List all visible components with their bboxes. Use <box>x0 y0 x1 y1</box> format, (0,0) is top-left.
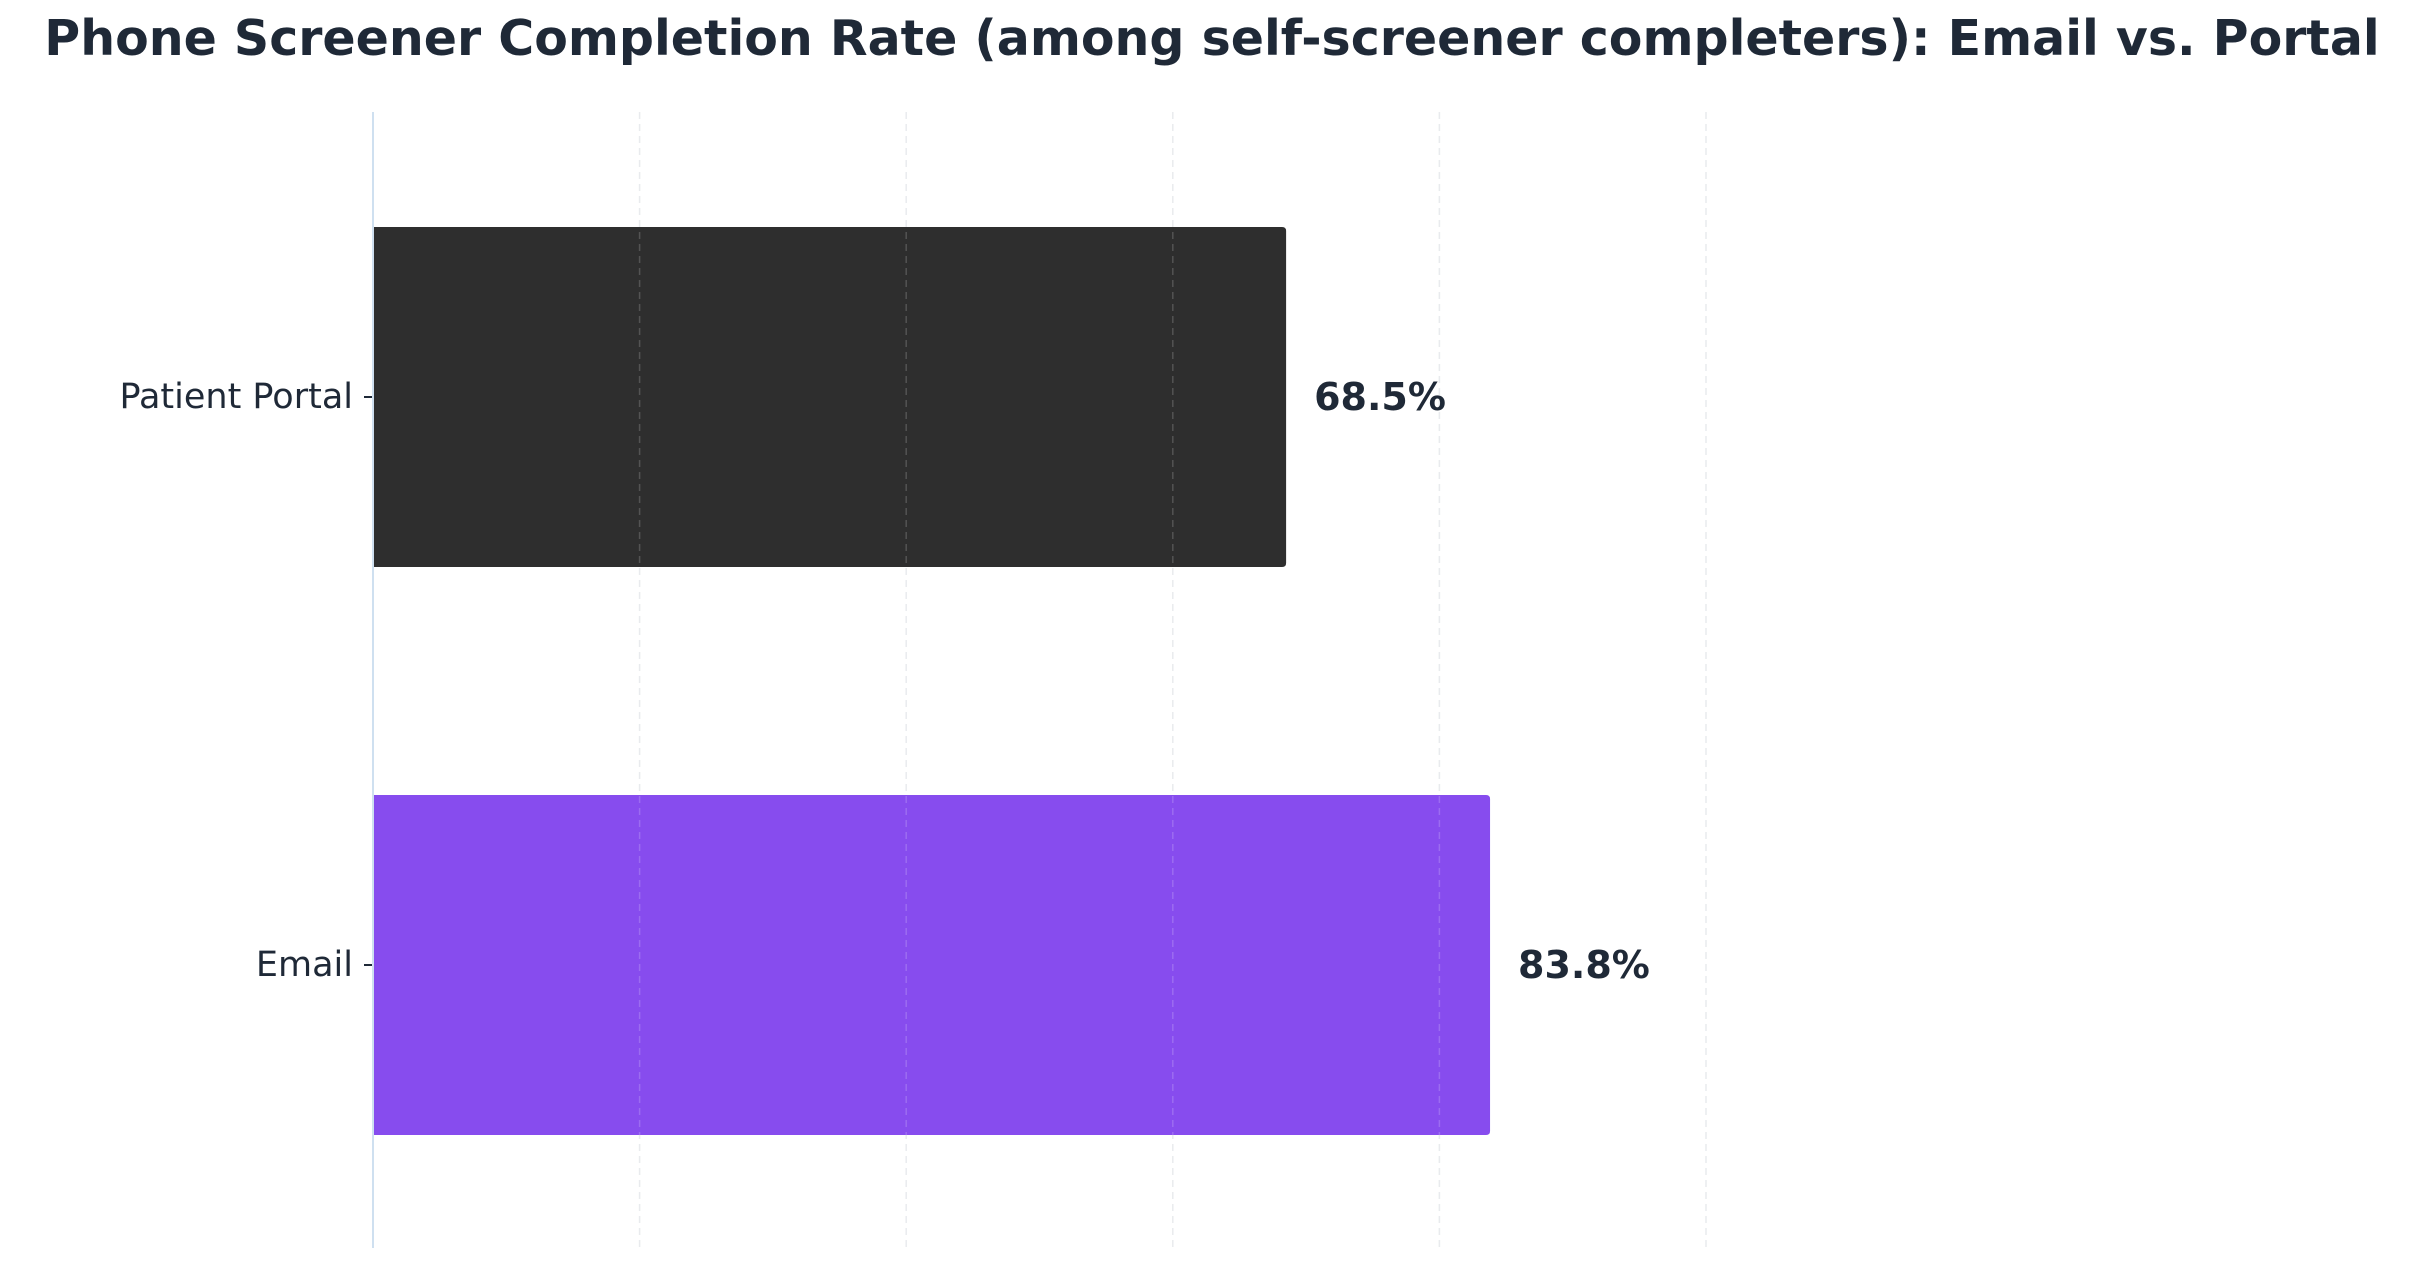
grid-lines-over-bars <box>638 112 1707 1248</box>
category-label: Email <box>256 945 353 985</box>
bar-patient-portal <box>373 227 1287 567</box>
grid-lines <box>638 112 1707 1248</box>
value-label: 68.5% <box>1314 375 1446 419</box>
category-label: Patient Portal <box>119 377 353 417</box>
value-label: 83.8% <box>1518 943 1650 987</box>
bars <box>373 227 1491 1135</box>
chart-title: Phone Screener Completion Rate (among se… <box>44 10 2380 67</box>
y-axis <box>364 112 374 1248</box>
labels: Patient Portal 68.5% Email 83.8% <box>119 375 1649 987</box>
bar-email <box>373 795 1491 1135</box>
